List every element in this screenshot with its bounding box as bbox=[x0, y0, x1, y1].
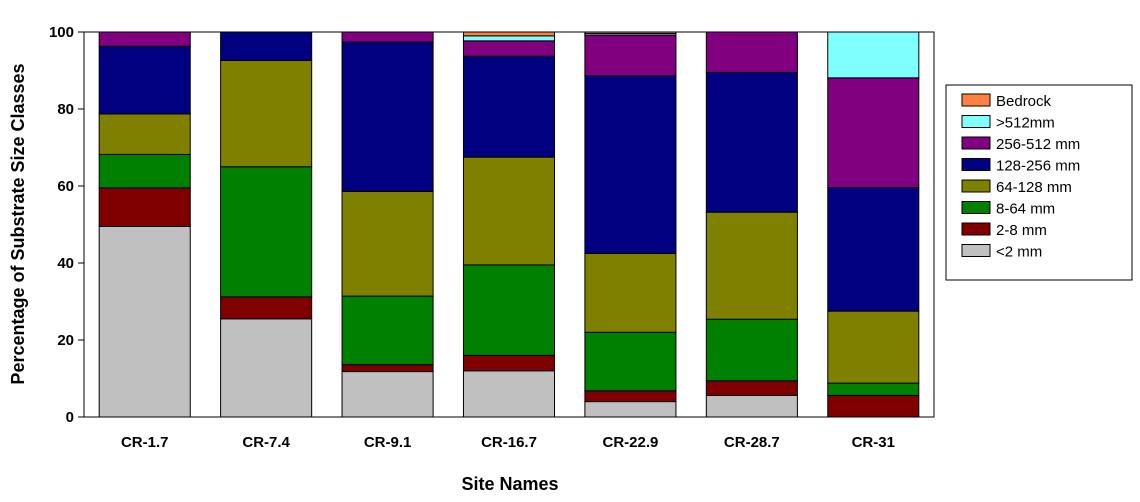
plot-frame bbox=[83, 31, 935, 418]
bar-segment-cr-16-7-2-8-mm bbox=[462, 354, 556, 372]
bar-segment-cr-28-7-64-128-mm bbox=[705, 211, 798, 320]
bar-segment-cr-16-7-lt-2-mm bbox=[462, 370, 556, 418]
legend-swatch-8-64-mm bbox=[961, 201, 991, 214]
bar-segment-cr-9-1-lt-2-mm bbox=[341, 371, 434, 418]
bar-segment-cr-7-4-8-64-mm bbox=[220, 166, 313, 298]
legend-swatch-64-128-mm bbox=[961, 179, 991, 193]
legend-label-128-256-mm: 128-256 mm bbox=[996, 158, 1080, 175]
bar-segment-cr-22-9-2-8-mm bbox=[584, 390, 677, 403]
legend-label-bedrock: Bedrock bbox=[996, 93, 1052, 110]
bar-segment-cr-1-7-64-128-mm bbox=[98, 113, 191, 155]
bar-segment-cr-16-7-256-512-mm bbox=[462, 40, 556, 57]
bar-segment-cr-1-7-128-256-mm bbox=[98, 45, 191, 115]
y-tick-label: 40 bbox=[57, 255, 74, 272]
legend-label-lt-2-mm: <2 mm bbox=[996, 244, 1042, 261]
bar-segment-cr-31-gt-512mm bbox=[827, 31, 920, 79]
bar-segment-cr-7-4-lt-2-mm bbox=[220, 318, 313, 418]
bar-segment-cr-22-9-128-256-mm bbox=[584, 75, 677, 254]
x-tick-label: CR-22.9 bbox=[602, 434, 658, 451]
bar-segment-cr-22-9-64-128-mm bbox=[584, 252, 677, 333]
bar-segment-cr-31-256-512-mm bbox=[827, 77, 920, 189]
bar-segment-cr-1-7-256-512-mm bbox=[98, 31, 191, 47]
legend-label-256-512-mm: 256-512 mm bbox=[996, 136, 1080, 153]
x-tick-label: CR-28.7 bbox=[724, 434, 780, 451]
x-tick-label: CR-9.1 bbox=[364, 434, 412, 451]
bar-layer bbox=[98, 31, 920, 418]
x-tick-label: CR-1.7 bbox=[121, 434, 169, 451]
x-tick-label: CR-31 bbox=[852, 434, 895, 451]
bar-segment-cr-9-1-8-64-mm bbox=[341, 295, 434, 366]
x-tick-label: CR-16.7 bbox=[481, 434, 537, 451]
bar-segment-cr-22-9-lt-2-mm bbox=[584, 401, 677, 418]
bar-segment-cr-16-7-gt-512mm bbox=[462, 35, 556, 42]
y-tick-label: 80 bbox=[57, 101, 74, 118]
bar-segment-cr-31-2-8-mm bbox=[827, 394, 920, 418]
y-axis: 0 20 40 60 80 100 bbox=[49, 24, 84, 426]
bar-segment-cr-9-1-128-256-mm bbox=[341, 41, 434, 192]
bar-segment-cr-9-1-256-512-mm bbox=[341, 31, 434, 43]
bar-segment-cr-7-4-64-128-mm bbox=[220, 59, 313, 168]
legend-swatch-gt-512mm bbox=[961, 115, 991, 128]
bar-segment-cr-31-128-256-mm bbox=[827, 187, 920, 312]
bar-segment-cr-1-7-8-64-mm bbox=[98, 153, 191, 189]
y-tick-label: 100 bbox=[49, 24, 74, 41]
bar-segment-cr-9-1-64-128-mm bbox=[341, 190, 434, 297]
y-tick-label: 0 bbox=[66, 409, 74, 426]
x-tick-label: CR-7.4 bbox=[242, 434, 290, 451]
x-axis: CR-1.7 CR-7.4 CR-9.1 CR-16.7 CR-22.9 CR-28.7 C… bbox=[121, 434, 895, 451]
bar-segment-cr-31-8-64-mm bbox=[827, 382, 920, 396]
x-axis-title: Site Names bbox=[461, 474, 558, 494]
legend-swatch-256-512-mm bbox=[961, 136, 991, 150]
bar-segment-cr-31-64-128-mm bbox=[827, 310, 920, 384]
legend-swatch-lt-2-mm bbox=[961, 244, 991, 257]
y-axis-title: Percentage of Substrate Size Classes bbox=[8, 63, 28, 384]
bar-segment-cr-1-7-lt-2-mm bbox=[98, 225, 191, 418]
bar-segment-cr-16-7-8-64-mm bbox=[462, 264, 556, 356]
bar-segment-cr-28-7-256-512-mm bbox=[705, 31, 798, 73]
legend-label-2-8-mm: 2-8 mm bbox=[996, 222, 1047, 239]
bar-segment-cr-16-7-bedrock bbox=[462, 31, 556, 37]
bar-segment-cr-22-9-8-64-mm bbox=[584, 331, 677, 392]
bar-segment-cr-7-4-2-8-mm bbox=[220, 296, 313, 320]
bar-segment-cr-28-7-8-64-mm bbox=[705, 318, 798, 382]
bar-segment-cr-28-7-lt-2-mm bbox=[705, 394, 798, 418]
legend-swatch-bedrock bbox=[961, 93, 991, 107]
bar-segment-cr-16-7-64-128-mm bbox=[462, 156, 556, 266]
bar-segment-cr-9-1-2-8-mm bbox=[341, 364, 434, 373]
legend-swatch-128-256-mm bbox=[961, 158, 991, 171]
bar-segment-cr-1-7-2-8-mm bbox=[98, 187, 191, 227]
bar-segment-cr-22-9-256-512-mm bbox=[584, 34, 677, 77]
bar-segment-cr-28-7-2-8-mm bbox=[705, 380, 798, 396]
y-tick-label: 20 bbox=[57, 332, 74, 349]
bar-segment-cr-28-7-128-256-mm bbox=[705, 71, 798, 213]
bar-segment-cr-7-4-128-256-mm bbox=[220, 31, 313, 61]
legend-label-gt-512mm: >512mm bbox=[996, 115, 1055, 132]
bar-segment-cr-16-7-128-256-mm bbox=[462, 55, 556, 158]
legend-label-64-128-mm: 64-128 mm bbox=[996, 179, 1072, 196]
y-tick-label: 60 bbox=[57, 178, 74, 195]
legend-label-8-64-mm: 8-64 mm bbox=[996, 201, 1055, 218]
legend-swatch-2-8-mm bbox=[961, 222, 991, 236]
legend: Bedrock >512mm 256-512 mm 128-256 mm 64-128 … bbox=[945, 84, 1133, 281]
